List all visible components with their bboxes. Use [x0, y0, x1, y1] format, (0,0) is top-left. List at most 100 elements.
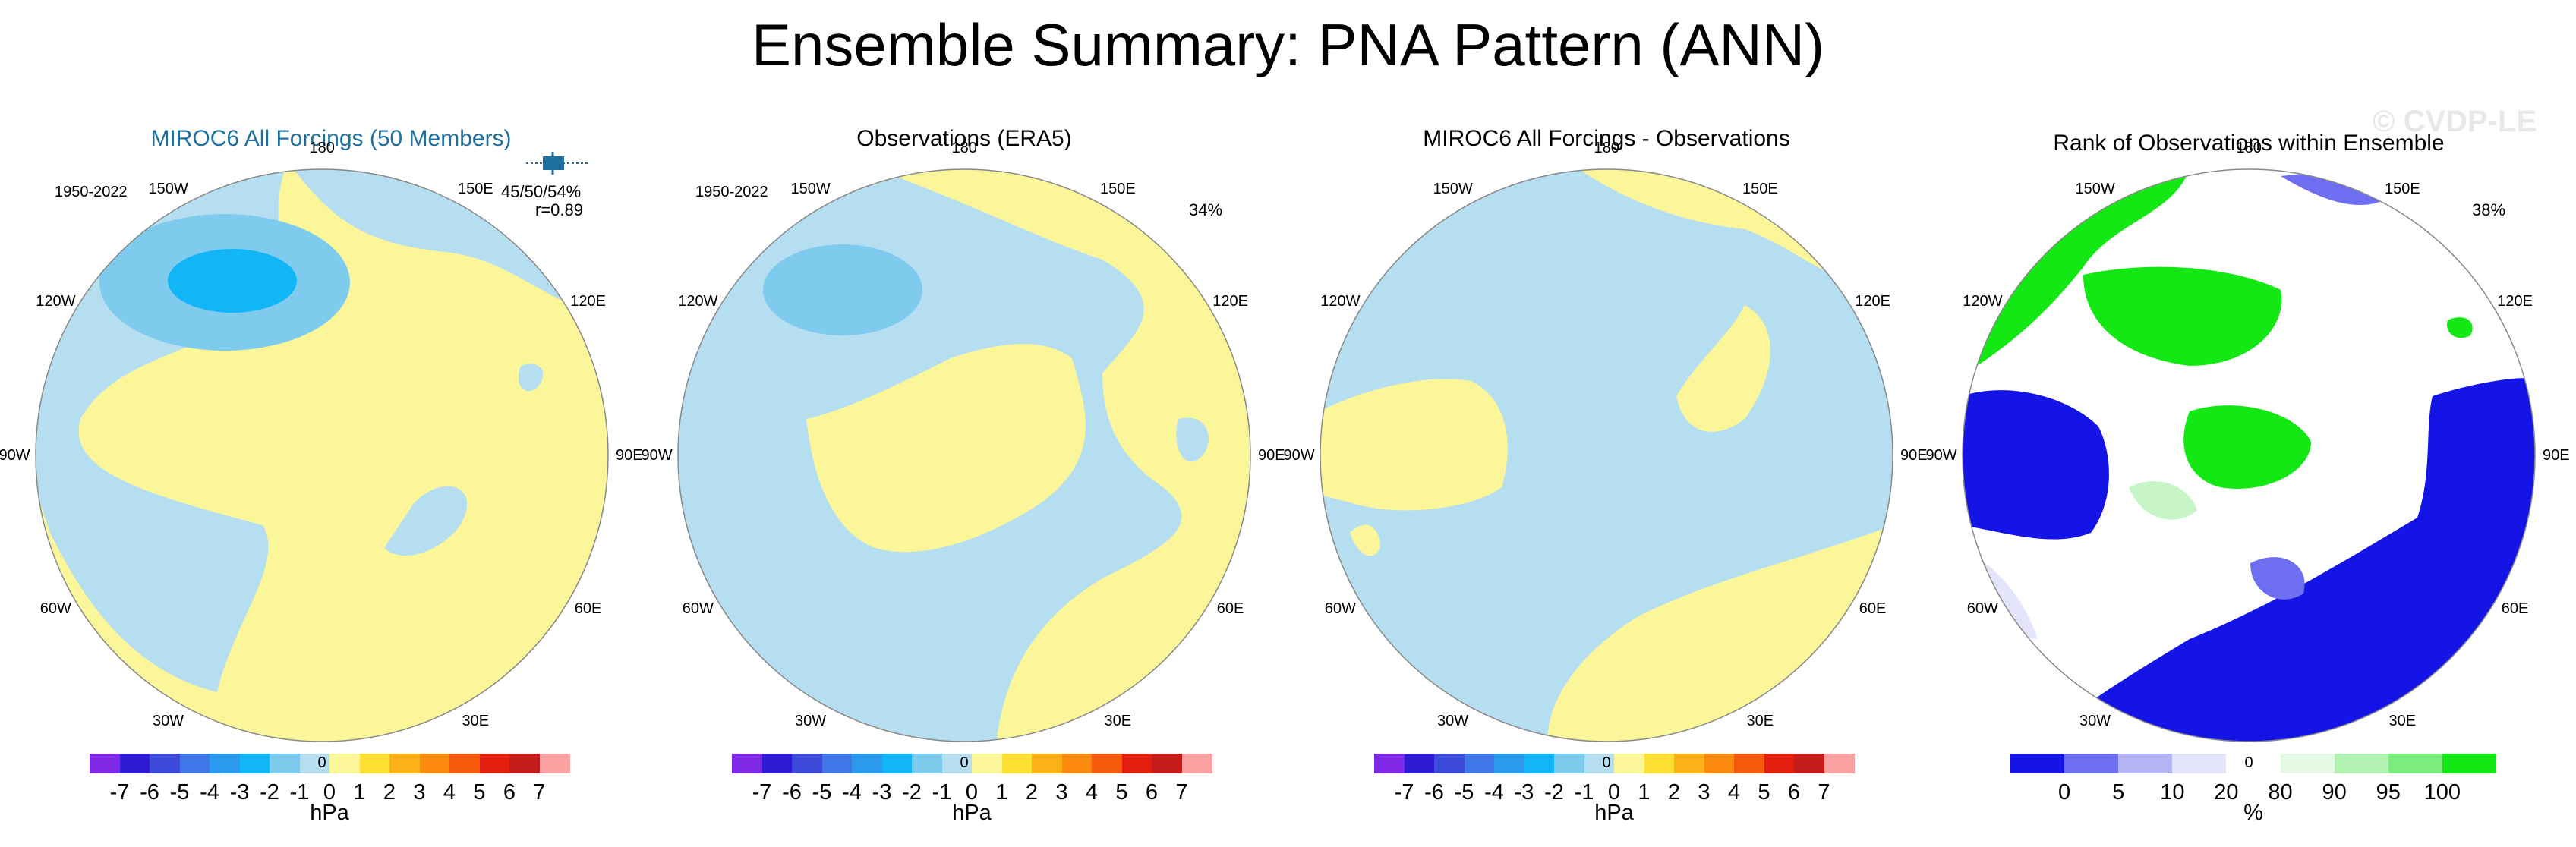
colorbar-tick-label: 4 [1085, 780, 1099, 804]
colorbar-swatch [1404, 754, 1435, 773]
colorbar-tick-label: -6 [782, 780, 802, 804]
colorbar-tick-label: 2 [1667, 780, 1681, 804]
longitude-label: 30E [462, 713, 490, 730]
longitude-label: 60W [682, 600, 714, 617]
colorbar-tick-label: -2 [260, 780, 279, 804]
colorbar-swatch [389, 754, 420, 773]
colorbar-swatch [1824, 754, 1855, 773]
colorbar-tick-label: -3 [1514, 780, 1534, 804]
colorbar-tick-label: -6 [140, 780, 159, 804]
longitude-label: 60E [574, 600, 602, 617]
colorbar-hpa [90, 754, 570, 773]
colorbar-tick-label: 20 [2214, 780, 2239, 804]
longitude-label: 120W [1320, 293, 1361, 310]
colorbar-tick-label: -4 [200, 780, 219, 804]
colorbar-swatch [1121, 754, 1152, 773]
colorbar-tick-label: 4 [1727, 780, 1741, 804]
colorbar-swatch [539, 754, 570, 773]
longitude-label: 30W [1437, 713, 1469, 730]
longitude-label: 90E [2543, 446, 2570, 464]
colorbar-swatch [1092, 754, 1122, 773]
colorbar-swatch [329, 754, 360, 773]
longitude-label: 30E [1104, 713, 1132, 730]
colorbar-swatch [912, 754, 942, 773]
colorbar-tick-label: 90 [2322, 780, 2347, 804]
colorbar-tick-label: 0 [323, 780, 336, 804]
pattern-percent: 38% [2472, 200, 2506, 219]
colorbar-unit: hPa [952, 801, 992, 825]
longitude-label: 90W [1283, 446, 1315, 464]
colorbar-tick-label: -7 [752, 780, 772, 804]
longitude-label: 120E [1855, 293, 1890, 310]
member-distribution-glyph [526, 152, 589, 175]
colorbar-swatch [1374, 754, 1405, 773]
colorbar-tick-label: -2 [1544, 780, 1564, 804]
longitude-label: 120W [1963, 293, 2003, 310]
colorbar-swatch [1734, 754, 1764, 773]
colorbar-swatch [852, 754, 882, 773]
longitude-label: 0 [960, 754, 969, 771]
colorbar-tick-label: 1 [995, 780, 1008, 804]
colorbar-tick-label: -2 [902, 780, 922, 804]
longitude-label: 0 [317, 754, 326, 771]
colorbar-swatch [1181, 754, 1212, 773]
colorbar-swatch [1464, 754, 1495, 773]
colorbar-tick-label: -1 [932, 780, 952, 804]
longitude-label: 120E [1212, 293, 1248, 310]
stat-line-1: 45/50/54% [501, 182, 582, 201]
colorbar-tick-label: -4 [842, 780, 862, 804]
colorbar-tick-label: 2 [383, 780, 396, 804]
colorbar-tick-label: -4 [1484, 780, 1504, 804]
colorbar-tick-label: 1 [353, 780, 366, 804]
stat-line-2: r=0.89 [535, 200, 583, 219]
colorbar-swatch [2064, 754, 2119, 773]
colorbar-swatch [2010, 754, 2065, 773]
colorbar-tick-label: -7 [109, 780, 130, 804]
pattern-percent: 34% [1189, 200, 1223, 219]
colorbar-tick-label: 80 [2268, 780, 2293, 804]
colorbar-swatch [119, 754, 150, 773]
longitude-label: 60W [1966, 600, 1998, 617]
colorbar-swatch [1644, 754, 1675, 773]
longitude-label: 180 [2236, 139, 2262, 156]
colorbar-swatch [2442, 754, 2497, 773]
colorbar-hpa [1374, 754, 1855, 773]
longitude-label: 120W [678, 293, 718, 310]
longitude-label: 150W [1433, 180, 1473, 197]
colorbar-unit: % [2243, 801, 2263, 825]
colorbar-tick-label: -1 [1574, 780, 1594, 804]
longitude-label: 60E [2501, 600, 2529, 617]
colorbar-rank [2010, 754, 2497, 773]
colorbar-swatch [419, 754, 450, 773]
colorbar-hpa [732, 754, 1212, 773]
colorbar-swatch [761, 754, 793, 773]
longitude-label: 30W [795, 713, 827, 730]
colorbar-swatch [1152, 754, 1182, 773]
colorbar-tick-label: 5 [473, 780, 486, 804]
longitude-label: 150W [2075, 180, 2115, 197]
figure-title: Ensemble Summary: PNA Pattern (ANN) [751, 11, 1825, 78]
colorbar-swatch [509, 754, 540, 773]
polar-map [1962, 168, 2536, 742]
colorbar-tick-label: 5 [1115, 780, 1128, 804]
longitude-label: 0 [2244, 754, 2253, 771]
polar-map [677, 168, 1251, 742]
panel-observations: Observations (ERA5) 1950-2022 34% hPa -7… [642, 114, 1286, 847]
colorbar-swatch [479, 754, 510, 773]
colorbar-tick-label: -5 [812, 780, 832, 804]
colorbar-swatch [972, 754, 1002, 773]
colorbar-swatch [941, 754, 973, 773]
longitude-label: 30W [2079, 713, 2111, 730]
longitude-label: 90E [1258, 446, 1285, 464]
colorbar-unit: hPa [1594, 801, 1634, 825]
longitude-label: 150E [1100, 180, 1136, 197]
longitude-label: 30E [1746, 713, 1774, 730]
colorbar-swatch [1584, 754, 1615, 773]
colorbar-tick-label: -7 [1394, 780, 1414, 804]
colorbar-swatch [1614, 754, 1644, 773]
colorbar-tick-label: -6 [1424, 780, 1444, 804]
longitude-label: 180 [1594, 139, 1619, 156]
longitude-label: 90W [641, 446, 673, 464]
longitude-label: 120E [2497, 293, 2533, 310]
colorbar-swatch [2334, 754, 2389, 773]
